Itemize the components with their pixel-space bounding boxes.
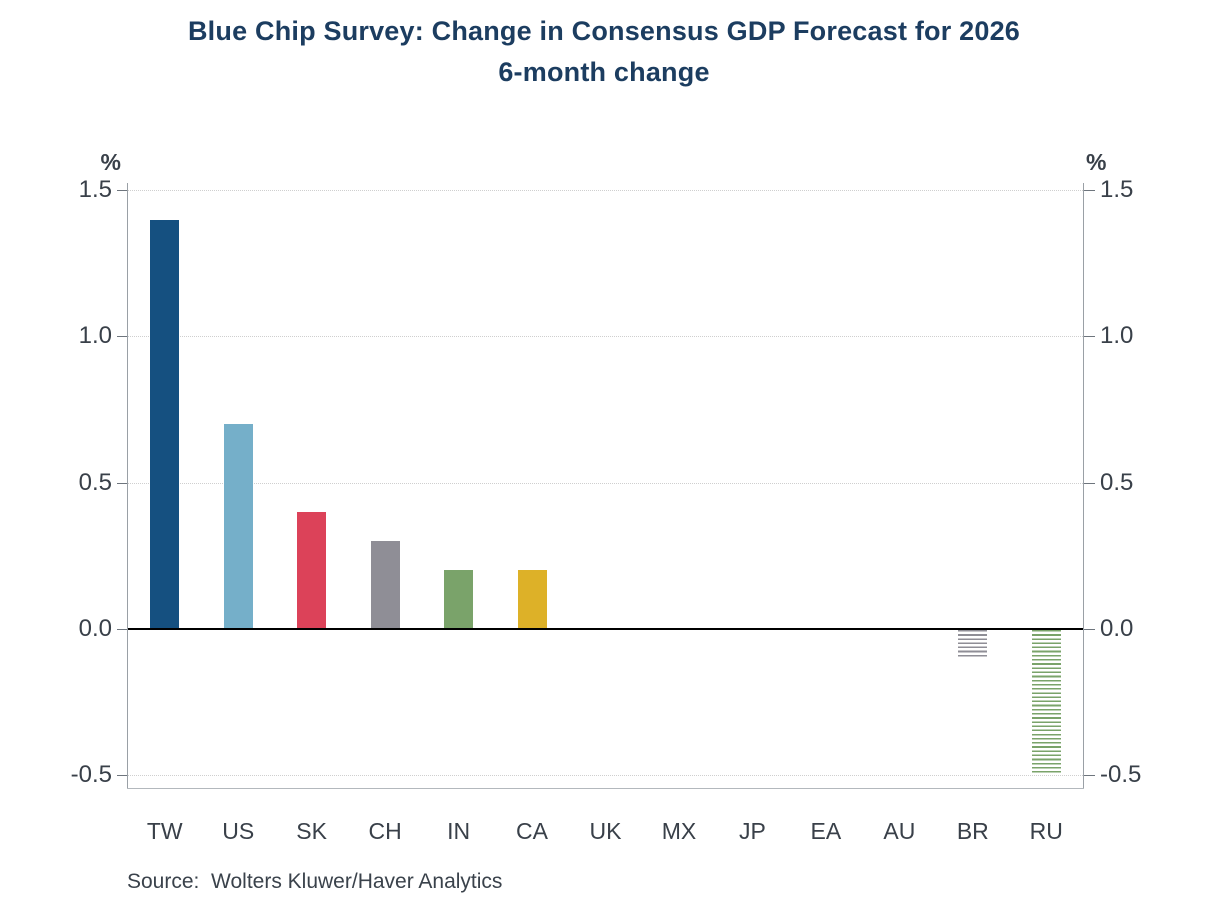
y-tick-label-right-1.5: 1.5 <box>1100 176 1134 204</box>
x-label-UK: UK <box>589 818 622 844</box>
y-tick-right-0.0 <box>1084 628 1095 630</box>
x-label-MX: MX <box>661 818 697 844</box>
y-tick-left-0.0 <box>117 628 128 630</box>
y-axis-right-spine <box>1083 183 1084 789</box>
x-label-EA: EA <box>810 818 842 844</box>
bar-US <box>223 424 253 629</box>
bar-CH <box>370 541 400 629</box>
y-tick-left--0.5 <box>117 774 128 776</box>
gridline--0.5 <box>128 774 1083 776</box>
y-tick-label-right-1.0: 1.0 <box>1100 322 1134 350</box>
x-label-BR: BR <box>956 818 989 844</box>
x-label-US: US <box>222 818 255 844</box>
bar-RU <box>1031 629 1061 775</box>
y-tick-left-1.0 <box>117 336 128 338</box>
x-label-IN: IN <box>447 818 471 844</box>
y-tick-label-right--0.5: -0.5 <box>1100 760 1142 788</box>
y-tick-label-left-0.0: 0.0 <box>78 614 112 642</box>
chart-subtitle: 6-month change <box>498 57 710 87</box>
y-tick-label-left-1.0: 1.0 <box>78 322 112 350</box>
y-tick-label-right-0.5: 0.5 <box>1100 468 1134 496</box>
y-axis-unit-right: % <box>1086 149 1107 175</box>
bar-IN <box>444 570 474 629</box>
chart-title: Blue Chip Survey: Change in Consensus GD… <box>187 16 1021 46</box>
x-label-SK: SK <box>296 818 327 844</box>
gridline-1.5 <box>128 190 1083 192</box>
x-label-CA: CA <box>516 818 548 844</box>
y-tick-right-0.5 <box>1084 482 1095 484</box>
y-tick-label-left-1.5: 1.5 <box>78 176 112 204</box>
y-tick-right-1.5 <box>1084 190 1095 192</box>
x-label-AU: AU <box>883 818 916 844</box>
gridline-1.0 <box>128 336 1083 338</box>
x-label-CH: CH <box>368 818 402 844</box>
x-label-TW: TW <box>146 818 183 844</box>
bar-TW <box>150 219 180 629</box>
y-axis-left-spine <box>127 183 128 789</box>
y-tick-right--0.5 <box>1084 774 1095 776</box>
y-axis-unit-left: % <box>100 149 121 175</box>
zero-axis-line <box>128 627 1083 630</box>
x-label-JP: JP <box>739 818 766 844</box>
bar-SK <box>297 511 327 629</box>
bar-CA <box>517 570 547 629</box>
gridline-0.5 <box>128 482 1083 484</box>
y-tick-label-left-0.5: 0.5 <box>78 468 112 496</box>
bar-BR <box>958 629 988 658</box>
y-tick-label-left--0.5: -0.5 <box>70 760 112 788</box>
y-tick-left-1.5 <box>117 190 128 192</box>
x-label-RU: RU <box>1029 818 1063 844</box>
y-tick-label-right-0.0: 0.0 <box>1100 614 1134 642</box>
y-tick-left-0.5 <box>117 482 128 484</box>
x-axis-bottom-spine <box>127 788 1084 789</box>
y-tick-right-1.0 <box>1084 336 1095 338</box>
source-note: Source: Wolters Kluwer/Haver Analytics <box>127 870 503 893</box>
